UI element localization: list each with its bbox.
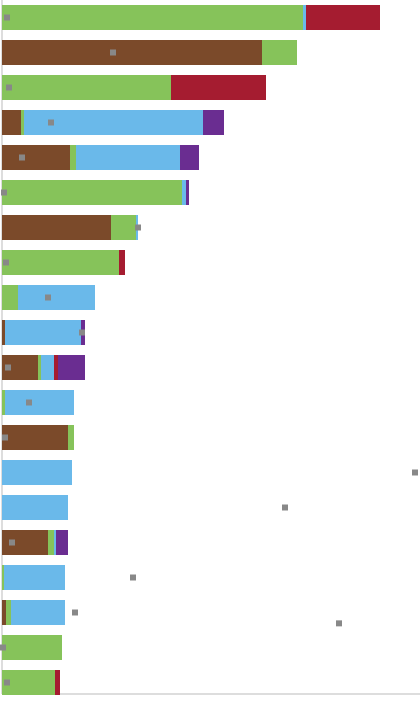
bar-segment [2, 460, 72, 485]
marker [130, 574, 136, 581]
bar-segment [76, 145, 180, 170]
bar-segment [2, 670, 55, 695]
bar-segment [2, 110, 21, 135]
marker [412, 469, 418, 476]
bar-segment [5, 390, 74, 415]
marker [72, 609, 78, 616]
bar-segment [2, 75, 171, 100]
bar-segment [58, 355, 85, 380]
bar-segment [2, 530, 48, 555]
bar-segment [68, 425, 74, 450]
bar-segment [2, 565, 4, 590]
bar-segment [2, 180, 182, 205]
bar-segment [11, 600, 65, 625]
bar-segment [38, 355, 41, 380]
bar-segment [203, 110, 224, 135]
marker [19, 154, 25, 161]
bar-segment [21, 110, 24, 135]
bar-segment [180, 145, 199, 170]
bar-segment [5, 320, 81, 345]
bar-segment [2, 250, 119, 275]
bar-segment [2, 285, 18, 310]
bar-segment [2, 425, 68, 450]
marker [1, 189, 7, 196]
bar-segment [2, 635, 62, 660]
marker [9, 539, 15, 546]
marker [26, 399, 32, 406]
marker [135, 224, 141, 231]
bar-segment [303, 5, 306, 30]
marker [0, 644, 6, 651]
bar-segment [111, 215, 136, 240]
marker [336, 620, 342, 627]
marker [3, 259, 9, 266]
bar-segment [2, 320, 5, 345]
bar-segment [182, 180, 186, 205]
bar-segment [2, 600, 6, 625]
bar-segment [54, 530, 56, 555]
bar-segment [56, 530, 68, 555]
marker [110, 49, 116, 56]
bar-segment [2, 40, 262, 65]
bar-segment [2, 5, 303, 30]
marker [6, 84, 12, 91]
bar-segment [70, 145, 76, 170]
bar-segment [186, 180, 189, 205]
bar-segment [2, 145, 70, 170]
bar-segment [48, 530, 54, 555]
bar-segment [306, 5, 380, 30]
bar-segment [55, 670, 60, 695]
marker [5, 364, 11, 371]
bar-segment [6, 600, 11, 625]
bar-segment [2, 215, 111, 240]
bar-segment [4, 565, 65, 590]
marker [79, 329, 85, 336]
bar-segment [41, 355, 54, 380]
bar-segment [171, 75, 266, 100]
bar-segment [119, 250, 125, 275]
bar-segment [54, 355, 58, 380]
marker [282, 504, 288, 511]
marker [4, 679, 10, 686]
marker [2, 434, 8, 441]
bar-segment [2, 495, 68, 520]
marker [4, 14, 10, 21]
bar-segment [2, 390, 5, 415]
marker [45, 294, 51, 301]
marker [48, 119, 54, 126]
bar-segment [18, 285, 95, 310]
bar-segment [262, 40, 297, 65]
